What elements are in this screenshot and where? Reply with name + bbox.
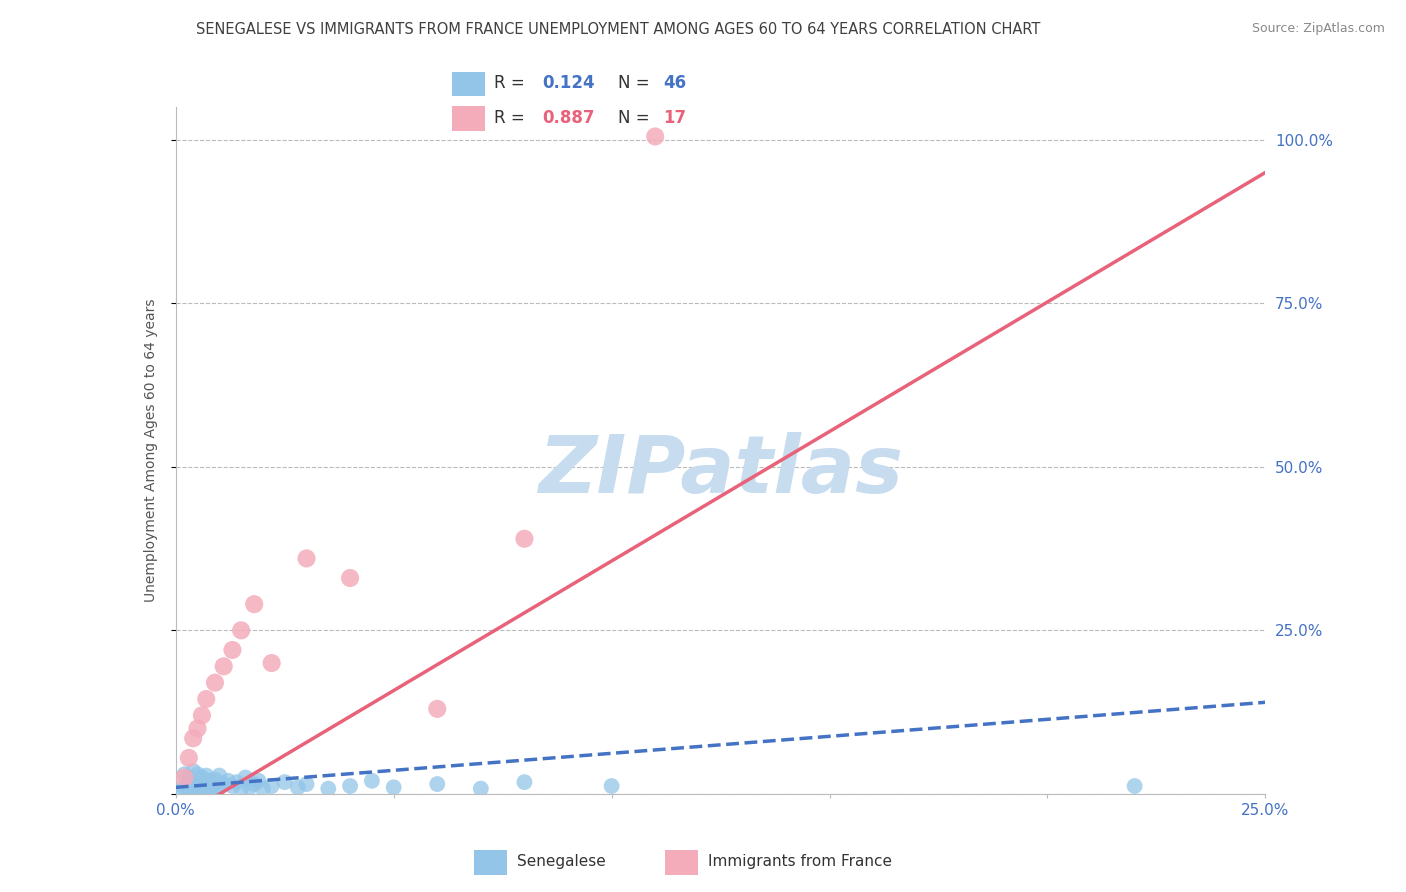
FancyBboxPatch shape: [451, 71, 485, 95]
Point: [1123, 779, 1146, 793]
Point: [186, 722, 209, 736]
Point: [217, 773, 239, 788]
Text: SENEGALESE VS IMMIGRANTS FROM FRANCE UNEMPLOYMENT AMONG AGES 60 TO 64 YEARS CORR: SENEGALESE VS IMMIGRANTS FROM FRANCE UNE…: [197, 22, 1040, 37]
Point: [200, 781, 222, 796]
Point: [231, 781, 253, 796]
Point: [200, 773, 222, 788]
Point: [204, 772, 226, 787]
Point: [181, 731, 204, 746]
Point: [295, 551, 318, 566]
Point: [208, 768, 231, 782]
Point: [181, 773, 204, 788]
Point: [177, 777, 200, 791]
Point: [225, 775, 247, 789]
Point: [260, 779, 283, 793]
Point: [173, 780, 195, 795]
Point: [426, 777, 449, 791]
Point: [513, 532, 536, 546]
Point: [186, 767, 209, 781]
Text: 0.887: 0.887: [543, 109, 595, 127]
FancyBboxPatch shape: [451, 106, 485, 130]
Point: [644, 129, 666, 144]
Point: [470, 781, 492, 796]
FancyBboxPatch shape: [665, 850, 699, 874]
Point: [191, 708, 214, 723]
Point: [195, 777, 218, 791]
Point: [235, 771, 257, 785]
Point: [600, 779, 623, 793]
Point: [243, 777, 266, 791]
Point: [204, 675, 226, 690]
Point: [177, 783, 200, 797]
Point: [195, 692, 218, 706]
Point: [195, 768, 218, 782]
Point: [208, 780, 231, 795]
Point: [339, 571, 361, 585]
Point: [426, 702, 449, 716]
Point: [186, 775, 209, 789]
Point: [239, 780, 262, 795]
Point: [513, 775, 536, 789]
Text: N =: N =: [619, 109, 655, 127]
Point: [295, 777, 318, 791]
Point: [212, 777, 235, 791]
Text: Senegalese: Senegalese: [516, 855, 606, 869]
Point: [173, 767, 195, 781]
FancyBboxPatch shape: [474, 850, 508, 874]
Point: [186, 783, 209, 797]
Point: [339, 779, 361, 793]
Text: Source: ZipAtlas.com: Source: ZipAtlas.com: [1251, 22, 1385, 36]
Point: [177, 771, 200, 785]
Point: [181, 781, 204, 796]
Point: [181, 764, 204, 778]
Text: 46: 46: [664, 74, 686, 92]
Point: [274, 775, 297, 789]
Point: [173, 771, 195, 785]
Text: N =: N =: [619, 74, 655, 92]
Point: [318, 781, 340, 796]
Point: [243, 597, 266, 611]
Point: [287, 780, 309, 795]
Point: [195, 783, 218, 797]
Point: [191, 780, 214, 795]
Text: R =: R =: [495, 74, 530, 92]
Point: [204, 783, 226, 797]
Point: [212, 659, 235, 673]
Point: [252, 781, 274, 796]
Text: ZIPatlas: ZIPatlas: [538, 432, 903, 510]
Text: 17: 17: [664, 109, 686, 127]
Point: [221, 779, 243, 793]
Text: R =: R =: [495, 109, 530, 127]
Point: [260, 656, 283, 670]
Point: [247, 773, 270, 788]
Text: 0.124: 0.124: [543, 74, 595, 92]
Text: Immigrants from France: Immigrants from France: [707, 855, 891, 869]
Point: [169, 783, 191, 797]
Point: [177, 751, 200, 765]
Point: [360, 773, 382, 788]
Point: [221, 643, 243, 657]
Y-axis label: Unemployment Among Ages 60 to 64 years: Unemployment Among Ages 60 to 64 years: [143, 299, 157, 602]
Point: [382, 780, 405, 795]
Point: [191, 771, 214, 785]
Point: [231, 624, 253, 638]
